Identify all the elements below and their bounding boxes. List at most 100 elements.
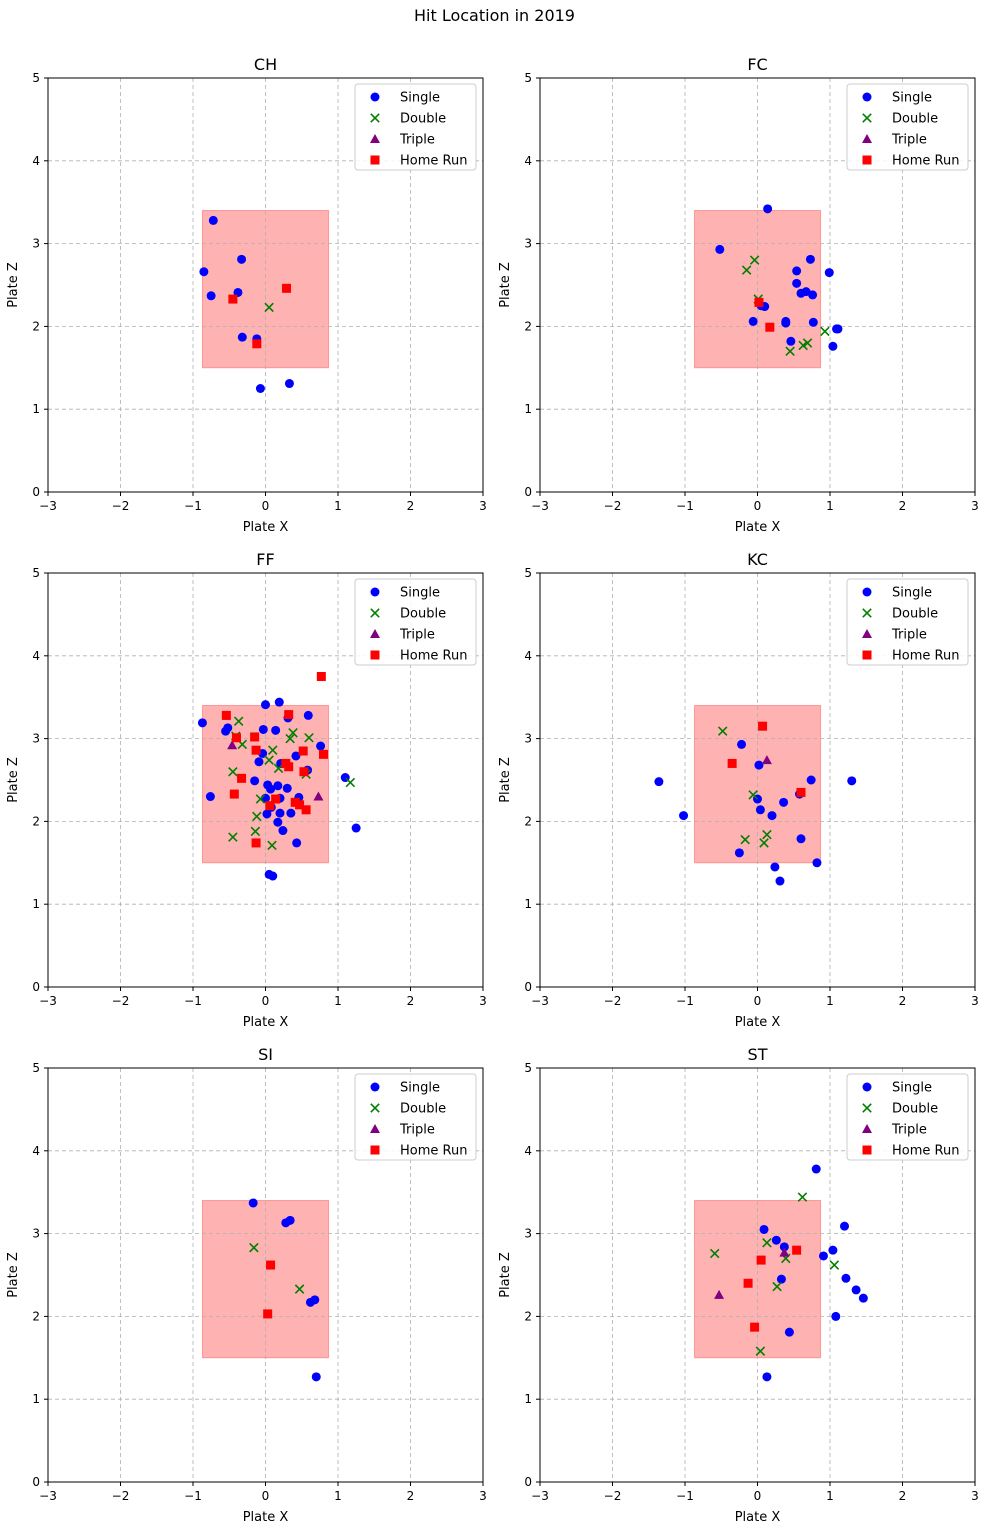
- point-double: [264, 755, 274, 765]
- x-tick-label: 2: [407, 1489, 415, 1503]
- legend-marker-double: [370, 113, 380, 123]
- x-tick-label: −2: [112, 1489, 130, 1503]
- legend-label-double: Double: [892, 607, 938, 622]
- point-single: [755, 805, 765, 815]
- point-double: [748, 790, 758, 800]
- point-home-run: [743, 1278, 753, 1288]
- subplot-fc: FC −3 −2 −1 0 1 2 3 0 1 2 3 4 5 Plate X Plate Z Single Do…: [498, 55, 979, 535]
- legend-marker-single: [370, 587, 380, 597]
- x-axis-label: Plate X: [735, 1015, 781, 1030]
- y-tick-label: 4: [524, 649, 532, 663]
- y-tick-label: 1: [32, 897, 40, 911]
- y-axis-label: Plate Z: [498, 1252, 513, 1298]
- legend-marker-triple: [862, 1124, 872, 1133]
- point-home-run: [266, 1260, 276, 1270]
- legend-label-single: Single: [892, 1081, 932, 1096]
- point-single: [805, 254, 815, 264]
- point-single: [262, 809, 272, 819]
- point-home-run: [271, 794, 281, 804]
- y-tick-label: 4: [524, 1144, 532, 1158]
- point-home-run: [299, 767, 309, 777]
- point-single: [737, 739, 747, 749]
- y-tick-label: 2: [32, 1309, 40, 1323]
- point-home-run: [758, 721, 768, 731]
- point-single: [205, 792, 215, 802]
- point-single: [818, 1251, 828, 1261]
- point-single: [841, 1273, 851, 1283]
- legend-label-double: Double: [892, 1102, 938, 1117]
- legend-marker-home-run: [862, 650, 872, 660]
- point-triple: [779, 1247, 790, 1257]
- y-tick-label: 3: [524, 237, 532, 251]
- point-double: [709, 1248, 720, 1259]
- y-axis-label: Plate Z: [6, 757, 21, 803]
- point-single: [759, 1224, 769, 1234]
- legend-box: [846, 1073, 969, 1161]
- point-home-run: [301, 805, 311, 815]
- legend-marker-double: [862, 1103, 872, 1113]
- point-single: [303, 710, 313, 720]
- point-single: [833, 324, 843, 334]
- y-tick-label: 5: [32, 71, 40, 85]
- point-single: [754, 760, 764, 770]
- x-tick-label: 0: [262, 994, 270, 1008]
- point-single: [271, 725, 281, 735]
- point-home-run: [319, 749, 328, 759]
- point-home-run: [263, 1309, 273, 1319]
- point-home-run: [237, 773, 247, 783]
- point-double: [250, 826, 261, 837]
- legend-box: [354, 578, 477, 666]
- point-single: [237, 254, 247, 264]
- x-tick-label: 1: [334, 1489, 342, 1503]
- x-tick-label: 2: [899, 1489, 907, 1503]
- point-single: [261, 700, 270, 710]
- subplot-si: SI −3 −2 −1 0 1 2 3 0 1 2 3 4 5 Plate X Plate Z Single Do…: [6, 1045, 487, 1525]
- y-tick-label: 2: [32, 319, 40, 333]
- legend-label-triple: Triple: [399, 1123, 435, 1138]
- legend-marker-triple: [862, 134, 872, 143]
- x-tick-label: −1: [184, 499, 202, 513]
- point-single: [828, 341, 838, 351]
- point-single: [351, 823, 361, 833]
- point-single: [273, 781, 283, 791]
- x-tick-label: −2: [112, 499, 130, 513]
- x-tick-label: −1: [184, 994, 202, 1008]
- point-single: [851, 1285, 861, 1295]
- y-tick-label: 0: [32, 485, 40, 499]
- legend-marker-home-run: [862, 1145, 872, 1155]
- x-tick-label: 2: [407, 994, 415, 1008]
- point-single: [812, 858, 822, 868]
- y-tick-label: 4: [32, 1144, 40, 1158]
- point-single: [828, 1245, 838, 1255]
- y-tick-label: 0: [524, 485, 532, 499]
- x-tick-label: −2: [604, 499, 622, 513]
- y-tick-label: 3: [32, 1227, 40, 1241]
- y-tick-label: 1: [524, 897, 532, 911]
- y-tick-label: 3: [524, 732, 532, 746]
- point-double: [755, 1346, 766, 1356]
- point-single: [255, 384, 265, 393]
- y-axis-label: Plate Z: [498, 262, 513, 308]
- legend: Single Double Triple Home Run: [846, 1073, 969, 1161]
- y-tick-label: 1: [32, 402, 40, 416]
- point-single: [748, 316, 758, 326]
- point-double: [285, 733, 295, 744]
- point-home-run: [282, 283, 292, 293]
- point-single: [310, 1295, 320, 1305]
- legend-label-single: Single: [400, 1081, 440, 1096]
- point-single: [258, 724, 268, 734]
- point-single: [284, 379, 294, 389]
- y-tick-label: 5: [524, 1061, 532, 1075]
- point-single: [250, 776, 260, 786]
- point-single: [763, 204, 773, 214]
- point-double: [797, 1192, 808, 1202]
- legend-marker-triple: [370, 134, 380, 143]
- legend-label-triple: Triple: [891, 1123, 927, 1138]
- legend-marker-single: [862, 1082, 872, 1092]
- point-single: [237, 332, 247, 342]
- point-single: [278, 826, 288, 836]
- legend-marker-single: [862, 587, 872, 597]
- subplot-ch: CH −3 −2 −1 0 1 2 3 0 1 2 3 4 5 Plate X Plate Z Single Do…: [6, 55, 487, 535]
- point-home-run: [251, 838, 261, 848]
- point-double: [802, 338, 813, 348]
